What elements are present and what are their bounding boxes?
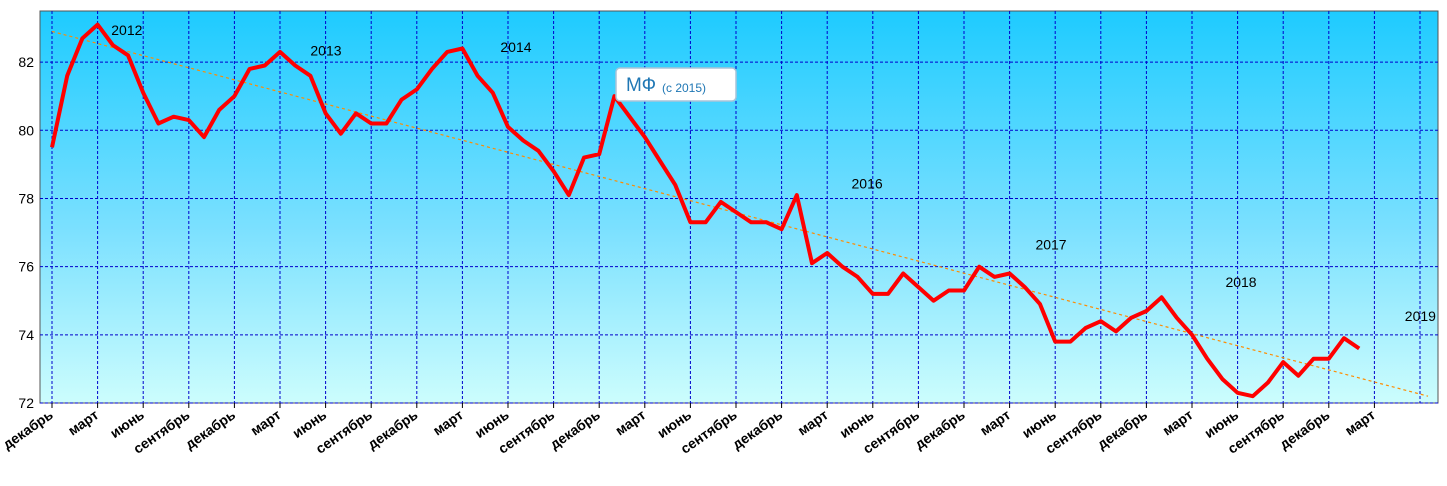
x-tick-label: декабрь <box>0 406 56 452</box>
year-annotation: 2014 <box>500 39 531 55</box>
y-tick-label: 78 <box>18 190 34 206</box>
x-tick-label: март <box>1342 406 1378 438</box>
year-annotation: 2012 <box>111 22 142 38</box>
year-annotation: 2018 <box>1225 274 1256 290</box>
x-tick-label: декабрь <box>729 406 785 452</box>
x-tick-label: март <box>247 406 283 438</box>
y-tick-label: 72 <box>18 395 34 411</box>
year-annotation: 2013 <box>310 42 341 58</box>
label-box-subtitle: (с 2015) <box>662 81 706 95</box>
gridlines <box>40 11 1438 404</box>
x-tick-label: декабрь <box>547 406 603 452</box>
series-line <box>50 22 1361 399</box>
x-tick-label: март <box>1159 406 1195 438</box>
year-annotation: 2019 <box>1405 308 1436 324</box>
year-annotation: 2017 <box>1035 237 1066 253</box>
x-tick-label: март <box>977 406 1013 438</box>
y-axis: 72 74 76 78 80 82 <box>18 54 34 411</box>
x-tick-label: декабрь <box>364 406 420 452</box>
x-tick-label: декабрь <box>1276 406 1332 452</box>
x-tick-label: март <box>430 406 466 438</box>
x-tick-label: декабрь <box>182 406 238 452</box>
label-box-title: МФ <box>626 75 656 96</box>
year-annotations: 2012 2013 2014 2016 2017 2018 2019 <box>111 22 1436 324</box>
y-tick-label: 74 <box>18 327 34 343</box>
y-tick-label: 76 <box>18 259 34 275</box>
x-tick-label: март <box>65 406 101 438</box>
x-tick-label: декабрь <box>1094 406 1150 452</box>
y-tick-label: 82 <box>18 54 34 70</box>
x-tick-label: март <box>795 406 831 438</box>
y-tick-label: 80 <box>18 122 34 138</box>
x-tick-label: декабрь <box>912 406 968 452</box>
plot-area <box>39 10 1439 404</box>
x-tick-label: март <box>612 406 648 438</box>
label-box: МФ (с 2015) <box>615 67 737 102</box>
year-annotation: 2016 <box>852 175 883 191</box>
